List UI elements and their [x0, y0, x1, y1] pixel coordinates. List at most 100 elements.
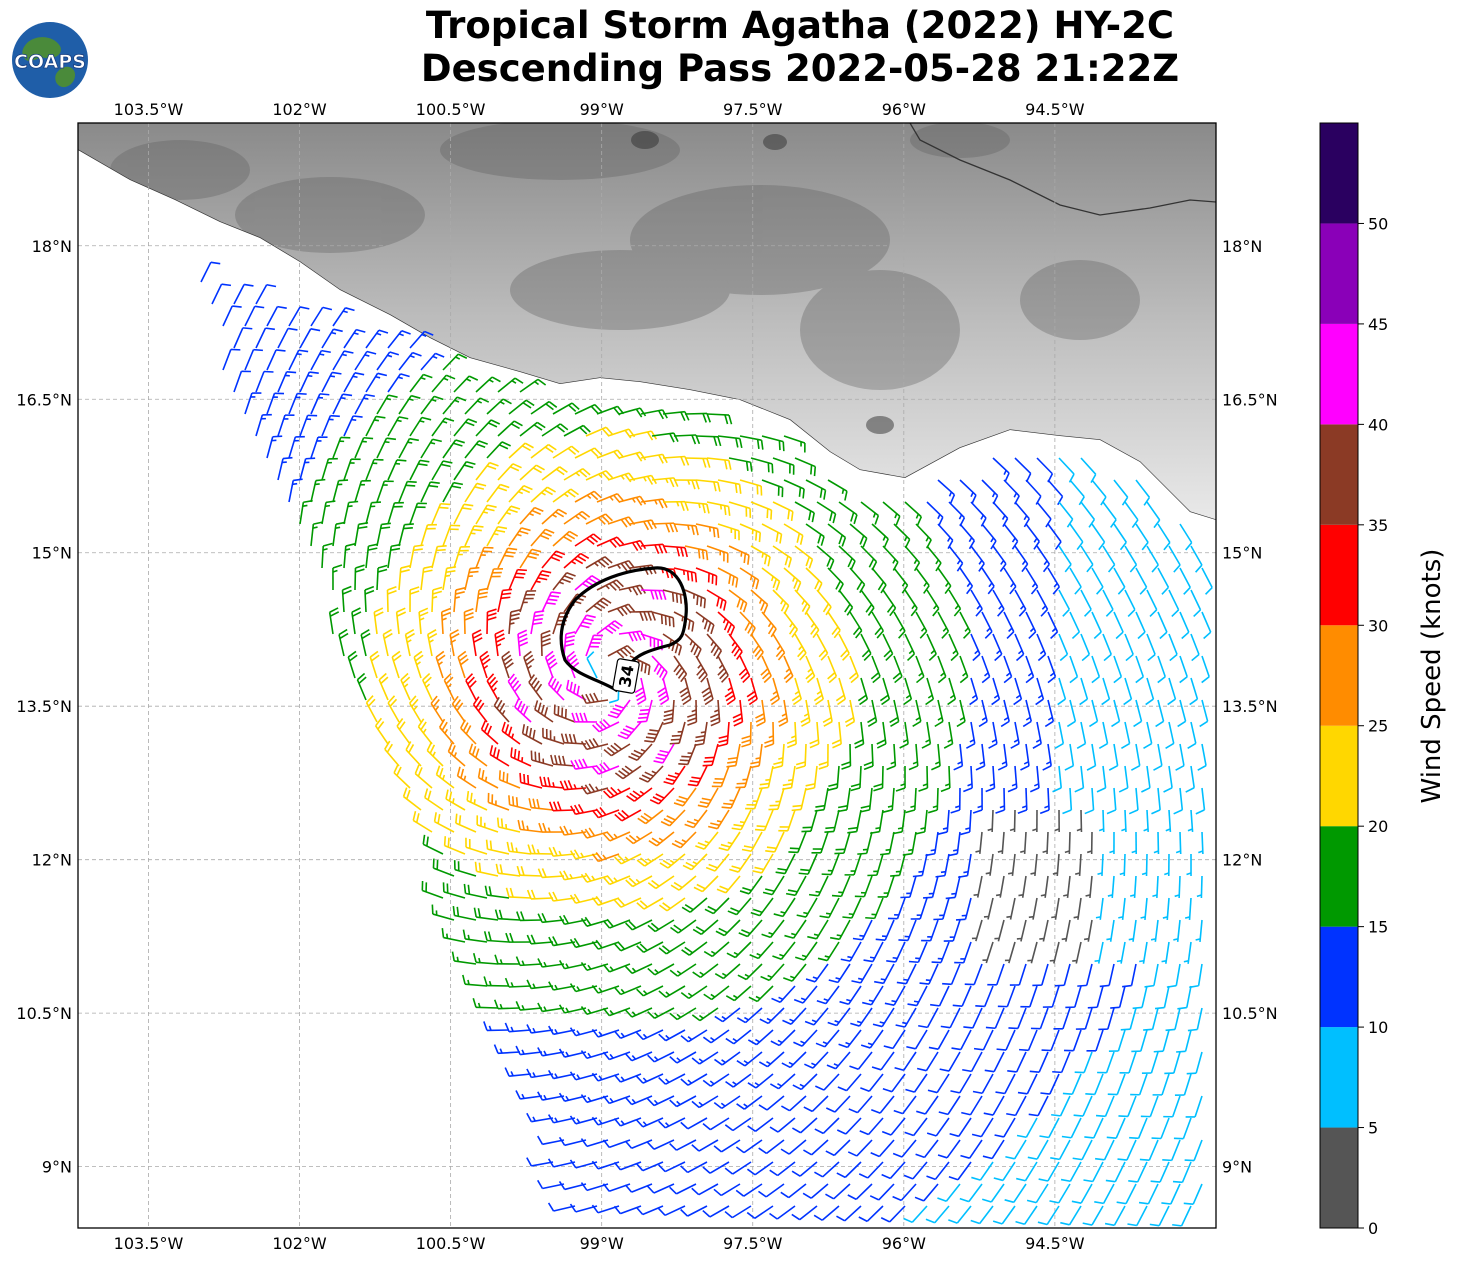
wind-barb — [376, 480, 394, 503]
wind-barb — [702, 1205, 730, 1218]
wind-barb — [695, 523, 720, 539]
wind-barb — [376, 522, 391, 547]
wind-barb — [1104, 1205, 1126, 1227]
wind-barb — [827, 655, 838, 684]
wind-barb — [485, 839, 510, 855]
wind-barb — [277, 456, 293, 481]
wind-barb — [973, 1029, 994, 1051]
wind-barb — [714, 1007, 741, 1023]
wind-barb — [530, 486, 556, 503]
wind-barb — [441, 928, 466, 943]
wind-barb — [1064, 1029, 1082, 1052]
wind-barb — [663, 765, 686, 786]
colorbar-tick-label: 25 — [1368, 717, 1388, 736]
wind-barb — [365, 543, 378, 569]
wind-barb — [895, 765, 906, 792]
wind-barb — [1172, 1205, 1192, 1227]
wind-barb — [729, 853, 752, 873]
wind-barb — [877, 875, 895, 898]
wind-barb — [691, 1095, 719, 1109]
wind-barb — [629, 474, 658, 485]
wind-barb — [420, 565, 434, 591]
wind-barb — [915, 809, 928, 835]
wind-radius-34kt-contour — [559, 566, 688, 693]
wind-barb — [464, 566, 480, 591]
wind-barb — [755, 699, 766, 727]
wind-barb — [1150, 919, 1159, 942]
wind-barb — [628, 743, 653, 761]
wind-barb — [671, 831, 697, 849]
wind-barb — [702, 743, 719, 767]
wind-barb — [332, 393, 353, 415]
wind-barb — [483, 976, 510, 987]
wind-barb — [714, 963, 741, 980]
wind-barb — [658, 897, 686, 912]
wind-barb — [396, 718, 411, 745]
wind-barb — [530, 443, 557, 459]
wind-barb — [950, 1073, 972, 1094]
wind-barb — [431, 417, 455, 437]
wind-barb — [1014, 633, 1025, 662]
wind-barb — [703, 985, 730, 1001]
wind-barb — [791, 1161, 818, 1177]
wind-barb — [963, 1007, 983, 1029]
lat-tick-label-right: 16.5°N — [1222, 390, 1278, 409]
wind-barb — [1187, 809, 1194, 833]
wind-barb — [943, 919, 961, 942]
wind-barb — [1097, 853, 1104, 877]
wind-barb — [638, 765, 664, 783]
wind-barb — [321, 328, 343, 349]
wind-barb — [515, 1045, 543, 1056]
wind-barb — [996, 1029, 1016, 1051]
wind-barb — [717, 479, 742, 494]
terrain-shading — [110, 123, 1140, 390]
wind-barb — [1086, 831, 1093, 855]
wind-barb — [780, 1139, 807, 1155]
wind-barb — [842, 897, 862, 919]
wind-barb — [530, 750, 554, 767]
wind-barb — [860, 1029, 884, 1049]
wind-barb — [486, 567, 504, 591]
wind-barb — [1026, 1183, 1049, 1204]
wind-barb — [681, 897, 708, 913]
wind-barb — [266, 435, 283, 459]
wind-barb — [1094, 1183, 1115, 1205]
wind-barb — [858, 1205, 884, 1223]
wind-barb — [1082, 1205, 1104, 1226]
wind-barb — [646, 1095, 675, 1107]
wind-barb — [635, 1161, 664, 1172]
wind-barb — [1098, 1007, 1115, 1031]
lat-tick-label-left: 18°N — [32, 237, 72, 256]
wind-barb — [1143, 1007, 1159, 1031]
wind-barb — [1032, 809, 1038, 833]
wind-barb — [1165, 809, 1172, 833]
wind-barb — [378, 672, 389, 701]
wind-barb — [1004, 941, 1016, 964]
gridlines — [78, 123, 1216, 1228]
wind-barb — [1101, 677, 1111, 706]
wind-barb — [613, 985, 642, 996]
wind-barb — [602, 1007, 631, 1017]
wind-barb — [679, 677, 692, 706]
wind-barb — [970, 589, 983, 617]
wind-barb — [343, 543, 356, 569]
wind-barb — [919, 963, 939, 985]
wind-barb — [528, 798, 554, 811]
wind-barb — [460, 719, 477, 745]
wind-barb — [580, 827, 609, 839]
wind-barb — [519, 464, 545, 481]
longitude-labels-bottom: 103.5°W 102°W 100.5°W 99°W 97.5°W 96°W 94.5°W — [114, 1234, 1085, 1253]
wind-barb — [916, 1095, 939, 1115]
globe-logo-icon: COAPS — [12, 22, 88, 98]
wind-barb — [420, 395, 444, 415]
wind-barb — [662, 699, 675, 726]
wind-barb — [354, 393, 375, 415]
wind-barb — [1163, 765, 1173, 793]
wind-barb — [982, 1183, 1005, 1203]
wind-barb — [772, 743, 785, 769]
wind-barb — [1058, 501, 1074, 528]
wind-barb — [432, 858, 455, 877]
wind-barb — [299, 328, 321, 349]
wind-barb — [937, 611, 950, 639]
wind-barb — [983, 1095, 1005, 1116]
